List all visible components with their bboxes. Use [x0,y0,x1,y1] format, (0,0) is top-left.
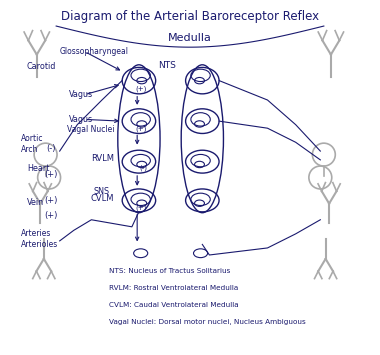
Text: (+): (+) [135,204,146,211]
Text: Heart: Heart [27,164,50,173]
Text: CVLM: CVLM [91,194,114,203]
Text: (+): (+) [44,196,57,205]
Text: RVLM: RVLM [91,154,114,163]
Text: Carotid: Carotid [26,62,55,71]
Text: (+): (+) [44,170,57,179]
Text: (-): (-) [46,144,55,153]
Text: Vagal Nuclei: Dorsal motor nuclei, Nucleus Ambiguous: Vagal Nuclei: Dorsal motor nuclei, Nucle… [109,318,306,324]
Text: Arteries
Arterioles: Arteries Arterioles [21,229,58,249]
Text: SNS: SNS [93,187,109,196]
Text: Vagal Nuclei: Vagal Nuclei [67,125,114,135]
Text: Aortic
Arch: Aortic Arch [21,134,43,154]
Text: Vagus: Vagus [68,115,93,124]
Text: RVLM: Rostral Ventrolateral Medulla: RVLM: Rostral Ventrolateral Medulla [109,285,238,291]
Text: Diagram of the Arterial Baroreceptor Reflex: Diagram of the Arterial Baroreceptor Ref… [61,10,319,23]
Text: Medulla: Medulla [168,33,212,43]
Text: NTS: NTS [158,61,176,70]
Text: CVLM: Caudal Ventrolateral Medulla: CVLM: Caudal Ventrolateral Medulla [109,302,239,308]
Text: (+): (+) [44,211,57,220]
Text: Vein: Vein [27,198,44,207]
Text: Vagus: Vagus [68,90,93,99]
Text: (-): (-) [139,165,147,171]
Text: Glossopharyngeal: Glossopharyngeal [60,47,129,56]
Text: NTS: Nucleus of Tractus Solitarius: NTS: Nucleus of Tractus Solitarius [109,268,230,274]
Text: (+): (+) [135,126,146,132]
Text: (+): (+) [135,86,146,92]
